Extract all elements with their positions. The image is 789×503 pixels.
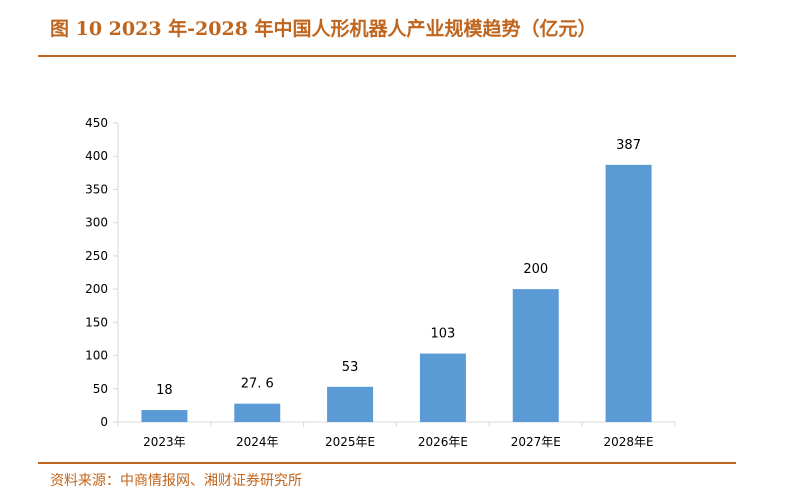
data-label: 200 — [523, 262, 548, 277]
y-tick-label: 200 — [85, 282, 108, 296]
x-tick-label: 2026年E — [418, 435, 468, 449]
x-tick-label: 2023年 — [143, 435, 186, 449]
y-tick-label: 50 — [93, 382, 108, 396]
y-tick-label: 0 — [100, 415, 108, 429]
title-divider — [38, 55, 736, 57]
data-label: 18 — [156, 383, 173, 398]
data-label: 387 — [616, 138, 641, 153]
bar — [512, 289, 559, 422]
x-tick-label: 2025年E — [325, 435, 375, 449]
chart-title: 图 10 2023 年-2028 年中国人形机器人产业规模趋势（亿元） — [50, 18, 597, 40]
bar — [327, 386, 374, 422]
bar — [234, 403, 281, 422]
bar — [419, 353, 466, 422]
x-tick-label: 2028年E — [604, 435, 654, 449]
chart-labels: 18 2023年 27. 6 2024年 53 2025年E 103 2026年E 200 202… — [143, 138, 654, 449]
data-label: 103 — [431, 327, 456, 342]
y-tick-label: 400 — [85, 149, 108, 163]
bar — [605, 164, 652, 423]
y-tick-label: 100 — [85, 349, 108, 363]
chart-axes: 0 50 100 150 200 250 300 350 400 450 — [85, 116, 676, 429]
y-tick-label: 450 — [85, 116, 108, 130]
data-label: 53 — [342, 360, 359, 375]
y-tick-label: 350 — [85, 182, 108, 196]
y-tick-label: 150 — [85, 315, 108, 329]
source-divider — [38, 462, 736, 464]
y-tick-label: 250 — [85, 249, 108, 263]
y-tick-label: 300 — [85, 216, 108, 230]
bar-series — [141, 164, 652, 423]
x-tick-label: 2027年E — [511, 435, 561, 449]
bar — [141, 410, 188, 422]
x-tick-label: 2024年 — [236, 435, 279, 449]
source-note: 资料来源：中商情报网、湘财证券研究所 — [50, 473, 302, 489]
data-label: 27. 6 — [241, 377, 274, 392]
